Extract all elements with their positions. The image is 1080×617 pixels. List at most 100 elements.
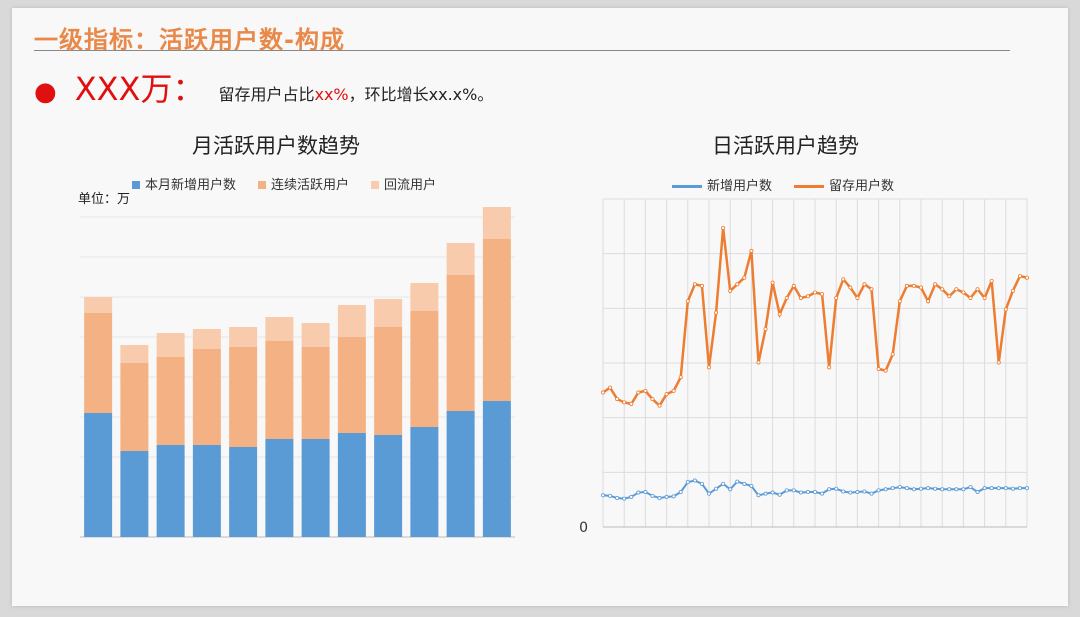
bar-segment xyxy=(301,323,330,347)
title-divider xyxy=(34,50,1010,51)
legend-label: 连续活跃用户 xyxy=(271,178,350,193)
summary-text-a: 留存用户占比 xyxy=(218,85,315,104)
data-point xyxy=(798,295,803,300)
data-point xyxy=(678,375,683,380)
data-point xyxy=(735,479,740,484)
bar-segment xyxy=(410,283,439,311)
data-point xyxy=(692,282,697,287)
bar-segment xyxy=(120,363,149,451)
data-point xyxy=(721,225,726,230)
bar-segment xyxy=(156,333,185,357)
data-point xyxy=(989,278,994,283)
data-point xyxy=(685,299,690,304)
legend-item: 本月新增用户数 xyxy=(132,174,236,193)
bar-segment xyxy=(265,317,294,341)
data-point xyxy=(749,248,754,253)
data-point xyxy=(897,485,902,490)
bar-segment xyxy=(192,329,221,349)
bar-segment xyxy=(410,427,439,537)
data-point xyxy=(940,287,945,292)
bar-segment xyxy=(482,239,511,401)
data-point xyxy=(841,277,846,282)
data-point xyxy=(770,490,775,495)
data-point xyxy=(848,490,853,495)
data-point xyxy=(685,480,690,485)
data-point xyxy=(954,487,959,492)
data-point xyxy=(904,486,909,491)
data-point xyxy=(1025,275,1030,280)
data-point xyxy=(820,491,825,496)
data-point xyxy=(926,299,931,304)
bar-segment xyxy=(229,327,258,347)
data-point xyxy=(657,496,662,501)
legend-item: 留存用户数 xyxy=(794,175,894,194)
data-point xyxy=(855,295,860,300)
bar-segment xyxy=(120,345,149,363)
data-point xyxy=(890,486,895,491)
data-point xyxy=(911,487,916,492)
data-point xyxy=(911,283,916,288)
data-point xyxy=(947,487,952,492)
data-point xyxy=(933,486,938,491)
data-point xyxy=(1003,486,1008,491)
data-point xyxy=(699,283,704,288)
data-point xyxy=(650,397,655,402)
data-point xyxy=(827,487,832,492)
data-point xyxy=(982,486,987,491)
data-point xyxy=(968,485,973,490)
data-point xyxy=(601,493,606,498)
data-point xyxy=(721,481,726,486)
bar-segment xyxy=(84,413,113,537)
data-point xyxy=(805,294,810,299)
data-point xyxy=(615,397,620,402)
data-point xyxy=(664,494,669,499)
page-title: 一级指标：活跃用户数-构成 xyxy=(34,26,345,54)
data-point xyxy=(862,282,867,287)
summary-value: XXX万： xyxy=(74,70,205,108)
summary-pct: xx% xyxy=(314,85,349,104)
data-point xyxy=(791,488,796,493)
data-point xyxy=(770,280,775,285)
data-point xyxy=(841,489,846,494)
bar-segment xyxy=(374,327,403,435)
data-point xyxy=(827,365,832,370)
bar-segment xyxy=(120,451,149,537)
data-point xyxy=(650,493,655,498)
data-point xyxy=(636,390,641,395)
bar-segment xyxy=(84,313,113,413)
data-point xyxy=(989,486,994,491)
legend-item: 连续活跃用户 xyxy=(258,174,349,193)
bar-segment xyxy=(192,445,221,537)
bar-segment xyxy=(337,337,366,433)
legend-label: 留存用户数 xyxy=(829,179,895,194)
data-point xyxy=(692,478,697,483)
bar-segment xyxy=(482,207,511,239)
monthly-chart-title: 月活跃用户数趋势 xyxy=(192,134,360,158)
summary-text-b: ，环比增长xx.x%。 xyxy=(348,85,494,104)
data-point xyxy=(883,368,888,373)
data-point xyxy=(968,295,973,300)
data-point xyxy=(615,496,620,501)
bar-segment xyxy=(265,341,294,439)
data-point xyxy=(629,401,634,406)
data-point xyxy=(805,490,810,495)
data-point xyxy=(919,486,924,491)
legend-label: 新增用户数 xyxy=(707,179,773,194)
data-point xyxy=(869,287,874,292)
legend-item: 回流用户 xyxy=(371,174,436,193)
bar-segment xyxy=(265,439,294,537)
data-point xyxy=(735,282,740,287)
data-point xyxy=(933,282,938,287)
data-point xyxy=(834,486,839,491)
legend-swatch xyxy=(371,181,380,189)
data-point xyxy=(636,490,641,495)
data-point xyxy=(869,491,874,496)
data-point xyxy=(1010,288,1015,293)
data-point xyxy=(763,491,768,496)
data-point xyxy=(975,490,980,495)
bullet-icon: ● xyxy=(34,77,57,107)
data-point xyxy=(643,490,648,495)
data-point xyxy=(707,491,712,496)
data-point xyxy=(834,295,839,300)
